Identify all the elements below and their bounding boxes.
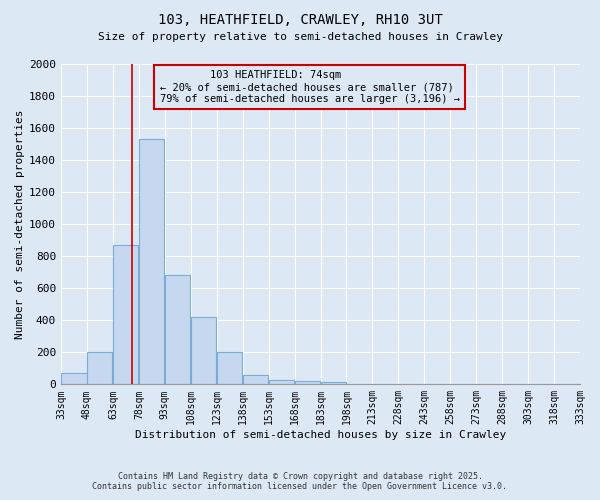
Bar [61,373,86,384]
Bar [88,352,112,384]
Bar [269,380,294,384]
Text: 103, HEATHFIELD, CRAWLEY, RH10 3UT: 103, HEATHFIELD, CRAWLEY, RH10 3UT [158,12,442,26]
Y-axis label: Number of semi-detached properties: Number of semi-detached properties [15,110,25,339]
Bar [243,374,268,384]
Text: 103 HEATHFIELD: 74sqm
← 20% of semi-detached houses are smaller (787)
79% of sem: 103 HEATHFIELD: 74sqm ← 20% of semi-deta… [160,70,460,104]
Bar [191,317,216,384]
Bar [321,382,346,384]
Bar [295,381,320,384]
Bar [139,140,164,384]
Bar [217,352,242,384]
X-axis label: Distribution of semi-detached houses by size in Crawley: Distribution of semi-detached houses by … [135,430,506,440]
Text: Contains HM Land Registry data © Crown copyright and database right 2025.
Contai: Contains HM Land Registry data © Crown c… [92,472,508,491]
Bar [165,276,190,384]
Text: Size of property relative to semi-detached houses in Crawley: Size of property relative to semi-detach… [97,32,503,42]
Bar [113,245,139,384]
